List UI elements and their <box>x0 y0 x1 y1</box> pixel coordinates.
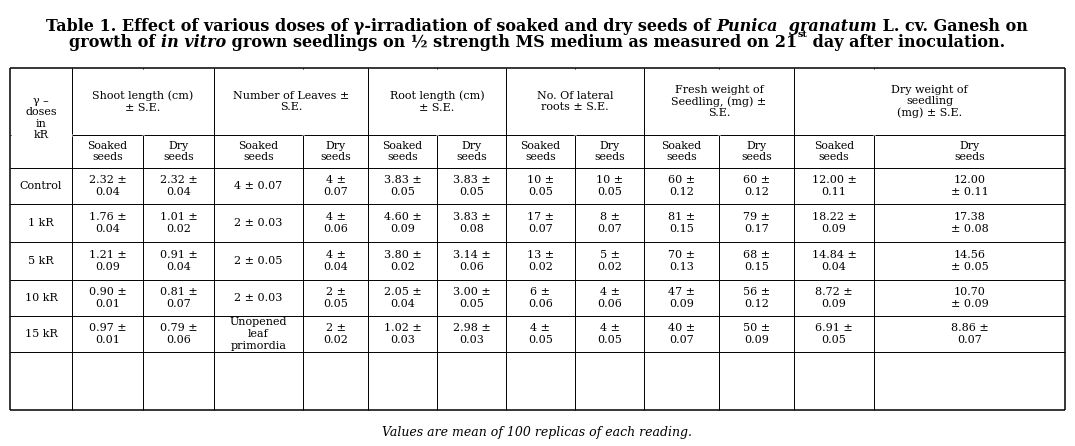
Text: Soaked
seeds: Soaked seeds <box>239 140 278 162</box>
Text: 47 ±
0.09: 47 ± 0.09 <box>668 287 696 309</box>
Text: 1 kR: 1 kR <box>28 218 54 228</box>
Text: 4 ±
0.05: 4 ± 0.05 <box>597 323 622 345</box>
Text: Dry
seeds: Dry seeds <box>456 140 487 162</box>
Text: 3.80 ±
0.02: 3.80 ± 0.02 <box>384 250 421 272</box>
Text: 0.91 ±
0.04: 0.91 ± 0.04 <box>159 250 198 272</box>
Text: 4.60 ±
0.09: 4.60 ± 0.09 <box>384 212 421 234</box>
Text: 2.32 ±
0.04: 2.32 ± 0.04 <box>159 175 198 197</box>
Text: 3.83 ±
0.05: 3.83 ± 0.05 <box>384 175 421 197</box>
Text: 3.83 ±
0.08: 3.83 ± 0.08 <box>453 212 490 234</box>
Text: 6 ±
0.06: 6 ± 0.06 <box>528 287 553 309</box>
Text: Dry
seeds: Dry seeds <box>163 140 194 162</box>
Text: 3.14 ±
0.06: 3.14 ± 0.06 <box>453 250 490 272</box>
Text: γ –
doses
in
kR: γ – doses in kR <box>25 95 57 140</box>
Text: Root length (cm)
± S.E.: Root length (cm) ± S.E. <box>390 91 485 112</box>
Text: Punica  granatum: Punica granatum <box>716 18 877 35</box>
Text: 5 ±
0.02: 5 ± 0.02 <box>597 250 622 272</box>
Text: 1.21 ±
0.09: 1.21 ± 0.09 <box>88 250 127 272</box>
Text: Unopened
leaf
primordia: Unopened leaf primordia <box>230 318 287 351</box>
Text: 3.00 ±
0.05: 3.00 ± 0.05 <box>453 287 490 309</box>
Text: 3.83 ±
0.05: 3.83 ± 0.05 <box>453 175 490 197</box>
Text: 70 ±
0.13: 70 ± 0.13 <box>668 250 696 272</box>
Text: Dry
seeds: Dry seeds <box>594 140 625 162</box>
Text: Soaked
seeds: Soaked seeds <box>383 140 422 162</box>
Text: 2.32 ±
0.04: 2.32 ± 0.04 <box>88 175 127 197</box>
Text: 2 ±
0.02: 2 ± 0.02 <box>324 323 348 345</box>
Text: Values are mean of 100 replicas of each reading.: Values are mean of 100 replicas of each … <box>382 426 692 439</box>
Text: 1.76 ±
0.04: 1.76 ± 0.04 <box>88 212 127 234</box>
Text: Dry
seeds: Dry seeds <box>320 140 350 162</box>
Text: 50 ±
0.09: 50 ± 0.09 <box>743 323 770 345</box>
Text: Dry
seeds: Dry seeds <box>741 140 772 162</box>
Text: 4 ±
0.07: 4 ± 0.07 <box>324 175 348 197</box>
Text: Table 1. Effect of various doses of γ-irradiation of soaked and dry seeds of: Table 1. Effect of various doses of γ-ir… <box>46 18 716 35</box>
Text: Soaked
seeds: Soaked seeds <box>661 140 702 162</box>
Text: 40 ±
0.07: 40 ± 0.07 <box>668 323 696 345</box>
Text: 68 ±
0.15: 68 ± 0.15 <box>743 250 770 272</box>
Text: No. Of lateral
roots ± S.E.: No. Of lateral roots ± S.E. <box>536 91 613 112</box>
Text: 2.05 ±
0.04: 2.05 ± 0.04 <box>384 287 421 309</box>
Text: 2 ± 0.05: 2 ± 0.05 <box>234 256 283 266</box>
Text: 4 ±
0.06: 4 ± 0.06 <box>324 212 348 234</box>
Text: 17.38
± 0.08: 17.38 ± 0.08 <box>950 212 988 234</box>
Text: Soaked
seeds: Soaked seeds <box>87 140 128 162</box>
Text: Control: Control <box>19 181 62 191</box>
Text: 12.00
± 0.11: 12.00 ± 0.11 <box>950 175 988 197</box>
Text: 2 ±
0.05: 2 ± 0.05 <box>324 287 348 309</box>
Text: grown seedlings on ½ strength MS medium as measured on 21: grown seedlings on ½ strength MS medium … <box>226 34 798 51</box>
Text: Number of Leaves ±
S.E.: Number of Leaves ± S.E. <box>233 91 349 112</box>
Text: 18.22 ±
0.09: 18.22 ± 0.09 <box>812 212 857 234</box>
Text: 0.90 ±
0.01: 0.90 ± 0.01 <box>88 287 127 309</box>
Text: 6.91 ±
0.05: 6.91 ± 0.05 <box>815 323 852 345</box>
Text: 14.56
± 0.05: 14.56 ± 0.05 <box>950 250 988 272</box>
Text: 10.70
± 0.09: 10.70 ± 0.09 <box>950 287 988 309</box>
Text: Soaked
seeds: Soaked seeds <box>520 140 560 162</box>
Text: 10 ±
0.05: 10 ± 0.05 <box>596 175 624 197</box>
Text: 1.01 ±
0.02: 1.01 ± 0.02 <box>159 212 198 234</box>
Text: Shoot length (cm)
± S.E.: Shoot length (cm) ± S.E. <box>92 91 194 112</box>
Text: in vitro: in vitro <box>161 34 226 51</box>
Text: day after inoculation.: day after inoculation. <box>807 34 1005 51</box>
Text: 4 ±
0.05: 4 ± 0.05 <box>528 323 553 345</box>
Text: 4 ± 0.07: 4 ± 0.07 <box>234 181 283 191</box>
Text: 8.72 ±
0.09: 8.72 ± 0.09 <box>815 287 852 309</box>
Text: 17 ±
0.07: 17 ± 0.07 <box>527 212 554 234</box>
Text: 8.86 ±
0.07: 8.86 ± 0.07 <box>950 323 988 345</box>
Text: 13 ±
0.02: 13 ± 0.02 <box>527 250 554 272</box>
Text: 12.00 ±
0.11: 12.00 ± 0.11 <box>812 175 857 197</box>
Text: 0.79 ±
0.06: 0.79 ± 0.06 <box>160 323 198 345</box>
Text: 10 kR: 10 kR <box>25 293 57 303</box>
Text: 1.02 ±
0.03: 1.02 ± 0.03 <box>384 323 421 345</box>
Text: 2 ± 0.03: 2 ± 0.03 <box>234 218 283 228</box>
Text: st: st <box>798 30 807 39</box>
Text: Dry
seeds: Dry seeds <box>955 140 985 162</box>
Text: 56 ±
0.12: 56 ± 0.12 <box>743 287 770 309</box>
Text: 15 kR: 15 kR <box>25 329 57 339</box>
Text: 10 ±
0.05: 10 ± 0.05 <box>527 175 554 197</box>
Text: 2.98 ±
0.03: 2.98 ± 0.03 <box>453 323 490 345</box>
Text: 5 kR: 5 kR <box>28 256 54 266</box>
Text: Fresh weight of
Seedling, (mg) ±
S.E.: Fresh weight of Seedling, (mg) ± S.E. <box>672 85 766 119</box>
Text: Soaked
seeds: Soaked seeds <box>814 140 854 162</box>
Text: 60 ±
0.12: 60 ± 0.12 <box>668 175 696 197</box>
Text: 4 ±
0.06: 4 ± 0.06 <box>597 287 622 309</box>
Text: 4 ±
0.04: 4 ± 0.04 <box>324 250 348 272</box>
Text: 0.97 ±
0.01: 0.97 ± 0.01 <box>88 323 127 345</box>
Text: 0.81 ±
0.07: 0.81 ± 0.07 <box>159 287 198 309</box>
Text: L. cv. Ganesh on: L. cv. Ganesh on <box>877 18 1028 35</box>
Text: 81 ±
0.15: 81 ± 0.15 <box>668 212 696 234</box>
Text: 14.84 ±
0.04: 14.84 ± 0.04 <box>812 250 857 272</box>
Text: 79 ±
0.17: 79 ± 0.17 <box>743 212 770 234</box>
Text: 60 ±
0.12: 60 ± 0.12 <box>743 175 770 197</box>
Text: 2 ± 0.03: 2 ± 0.03 <box>234 293 283 303</box>
Text: Dry weight of
seedling
(mg) ± S.E.: Dry weight of seedling (mg) ± S.E. <box>891 85 968 119</box>
Text: growth of: growth of <box>69 34 161 51</box>
Text: 8 ±
0.07: 8 ± 0.07 <box>597 212 621 234</box>
